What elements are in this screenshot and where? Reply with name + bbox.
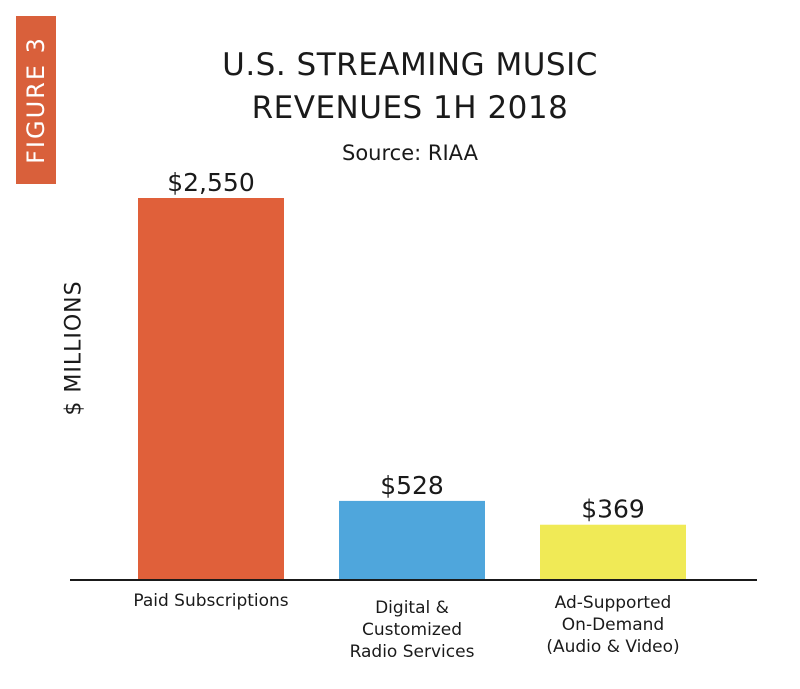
- bar-2: [540, 524, 686, 580]
- category-label-1: Digital & Customized Radio Services: [349, 598, 475, 662]
- bar-value-label-1: $528: [380, 471, 444, 500]
- chart-title-line-1: U.S. STREAMING MUSIC: [222, 47, 598, 83]
- bar-value-label-0: $2,550: [167, 168, 254, 197]
- chart-subtitle: Source: RIAA: [342, 141, 478, 165]
- bar-0: [138, 198, 284, 580]
- category-label-0: Paid Subscriptions: [133, 591, 289, 611]
- bar-value-label-2: $369: [581, 495, 645, 524]
- bar-1: [339, 500, 485, 580]
- figure-label-tab: FIGURE 3: [16, 16, 56, 184]
- chart-title-line-2: REVENUES 1H 2018: [251, 90, 569, 126]
- category-label-2: Ad-Supported On-Demand (Audio & Video): [546, 593, 680, 657]
